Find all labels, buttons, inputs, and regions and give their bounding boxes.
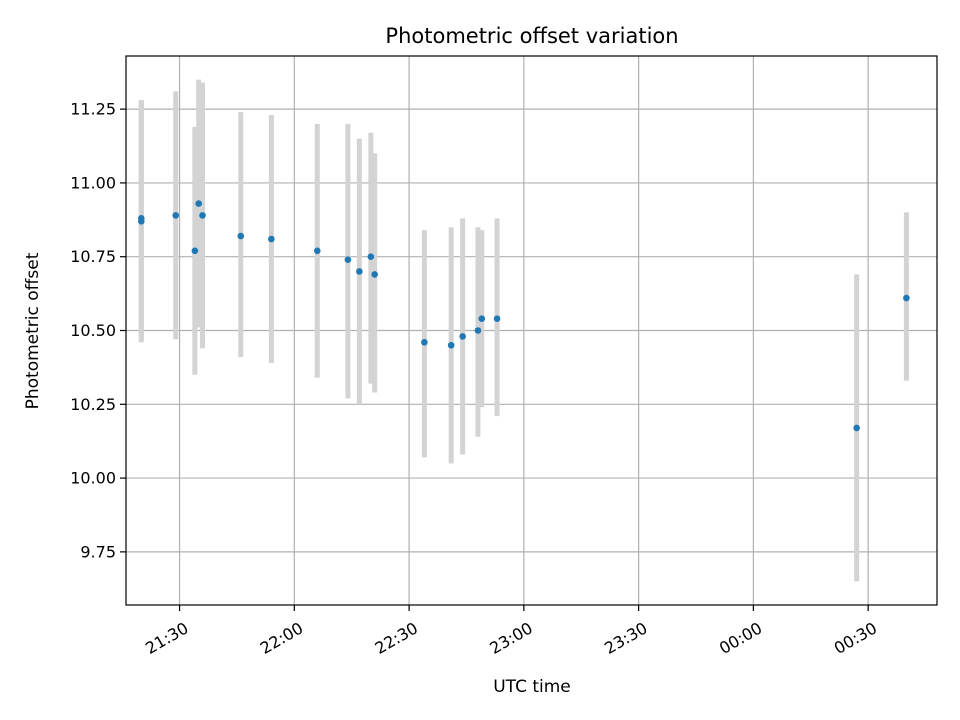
data-point [367,253,375,261]
grid [126,56,937,605]
y-tick-label: 11.00 [70,173,116,192]
data-point [474,327,482,334]
data-point [237,232,245,240]
data-point [371,271,378,278]
chart-title: Photometric offset variation [385,24,678,48]
y-tick-label: 9.75 [80,542,116,561]
data-point [356,268,363,275]
data-point [447,341,455,349]
y-axis-label: Photometric offset [23,252,43,409]
data-point [903,294,910,302]
y-tick-label: 11.25 [70,100,116,119]
data-point [268,235,275,243]
data-point [853,424,860,432]
data-point [191,247,199,255]
y-tick-label: 10.00 [70,469,116,488]
y-tick-label: 10.75 [70,247,116,266]
y-tick-label: 10.50 [70,321,116,340]
y-axis-ticks: 9.75 10.00 10.25 10.50 10.75 11.00 11.25 [70,100,126,561]
data-point [344,256,352,263]
data-point [459,333,466,340]
data-point [478,315,486,322]
data-point [421,339,428,346]
data-point [172,212,180,219]
data-point [138,215,145,222]
data-point [195,200,202,207]
data-points [138,200,910,432]
x-axis-label: UTC time [493,677,571,697]
data-point [199,212,206,219]
y-tick-label: 10.25 [70,395,116,414]
data-point [493,315,501,322]
data-point [313,247,321,255]
